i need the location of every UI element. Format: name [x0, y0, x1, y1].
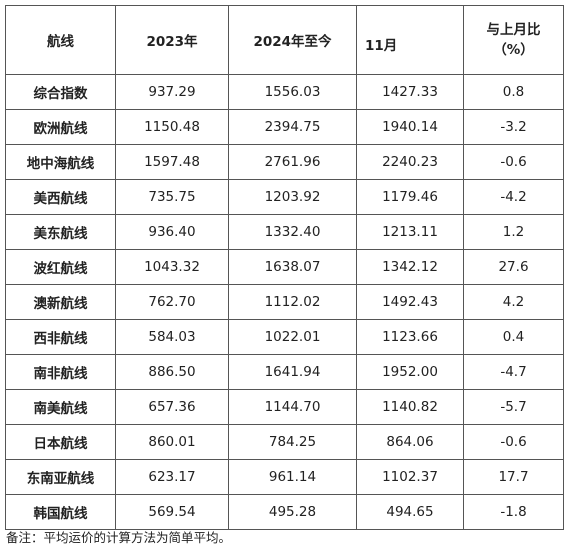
cell-change: -3.2 [463, 109, 564, 145]
header-route: 航线 [5, 5, 116, 75]
cell-change: 27.6 [463, 249, 564, 285]
cell-route: 南美航线 [5, 389, 116, 425]
table-row: 南美航线 657.36 1144.70 1140.82 -5.7 [5, 389, 564, 425]
table-row: 美西航线 735.75 1203.92 1179.46 -4.2 [5, 179, 564, 215]
cell-change: 0.8 [463, 74, 564, 110]
cell-change: 17.7 [463, 459, 564, 495]
cell-month: 1213.11 [356, 214, 464, 250]
cell-month: 494.65 [356, 494, 464, 530]
header-2024-ytd: 2024年至今 [228, 5, 357, 75]
cell-route: 地中海航线 [5, 144, 116, 180]
cell-2024-ytd: 1144.70 [228, 389, 357, 425]
table-row: 南非航线 886.50 1641.94 1952.00 -4.7 [5, 354, 564, 390]
cell-month: 1123.66 [356, 319, 464, 355]
cell-route: 日本航线 [5, 424, 116, 460]
cell-2024-ytd: 1203.92 [228, 179, 357, 215]
cell-change: -4.2 [463, 179, 564, 215]
cell-month: 1179.46 [356, 179, 464, 215]
cell-change: -4.7 [463, 354, 564, 390]
cell-2023: 762.70 [115, 284, 229, 320]
cell-2023: 936.40 [115, 214, 229, 250]
cell-2024-ytd: 495.28 [228, 494, 357, 530]
cell-month: 864.06 [356, 424, 464, 460]
cell-month: 1140.82 [356, 389, 464, 425]
cell-route: 韩国航线 [5, 494, 116, 530]
cell-2024-ytd: 1638.07 [228, 249, 357, 285]
cell-2023: 584.03 [115, 319, 229, 355]
cell-month: 2240.23 [356, 144, 464, 180]
cell-2023: 657.36 [115, 389, 229, 425]
cell-month: 1940.14 [356, 109, 464, 145]
cell-route: 综合指数 [5, 74, 116, 110]
table-row: 地中海航线 1597.48 2761.96 2240.23 -0.6 [5, 144, 564, 180]
cell-2023: 1597.48 [115, 144, 229, 180]
table-row: 日本航线 860.01 784.25 864.06 -0.6 [5, 424, 564, 460]
cell-2024-ytd: 1641.94 [228, 354, 357, 390]
cell-2024-ytd: 1556.03 [228, 74, 357, 110]
cell-2024-ytd: 784.25 [228, 424, 357, 460]
cell-route: 西非航线 [5, 319, 116, 355]
cell-2024-ytd: 1112.02 [228, 284, 357, 320]
cell-2023: 623.17 [115, 459, 229, 495]
cell-route: 南非航线 [5, 354, 116, 390]
cell-2023: 1150.48 [115, 109, 229, 145]
table-row: 欧洲航线 1150.48 2394.75 1940.14 -3.2 [5, 109, 564, 145]
header-change-line1: 与上月比 [486, 22, 541, 38]
cell-month: 1427.33 [356, 74, 464, 110]
freight-index-table: 航线 2023年 2024年至今 11月 与上月比 （%） 综合指数 937.29… [5, 5, 564, 530]
cell-route: 东南亚航线 [5, 459, 116, 495]
table-row: 澳新航线 762.70 1112.02 1492.43 4.2 [5, 284, 564, 320]
cell-2023: 886.50 [115, 354, 229, 390]
cell-2024-ytd: 1332.40 [228, 214, 357, 250]
cell-change: -1.8 [463, 494, 564, 530]
cell-2023: 860.01 [115, 424, 229, 460]
table-row: 东南亚航线 623.17 961.14 1102.37 17.7 [5, 459, 564, 495]
cell-route: 澳新航线 [5, 284, 116, 320]
cell-2023: 937.29 [115, 74, 229, 110]
cell-2023: 569.54 [115, 494, 229, 530]
cell-route: 欧洲航线 [5, 109, 116, 145]
cell-change: -0.6 [463, 144, 564, 180]
footnote: 备注：平均运价的计算方法为简单平均。 [6, 530, 232, 545]
table-row: 西非航线 584.03 1022.01 1123.66 0.4 [5, 319, 564, 355]
cell-change: -5.7 [463, 389, 564, 425]
cell-2023: 735.75 [115, 179, 229, 215]
cell-month: 1102.37 [356, 459, 464, 495]
header-2023: 2023年 [115, 5, 229, 75]
cell-route: 美西航线 [5, 179, 116, 215]
cell-2024-ytd: 1022.01 [228, 319, 357, 355]
cell-route: 美东航线 [5, 214, 116, 250]
cell-month: 1342.12 [356, 249, 464, 285]
cell-2023: 1043.32 [115, 249, 229, 285]
cell-month: 1952.00 [356, 354, 464, 390]
table-row: 波红航线 1043.32 1638.07 1342.12 27.6 [5, 249, 564, 285]
cell-change: 0.4 [463, 319, 564, 355]
cell-change: -0.6 [463, 424, 564, 460]
header-month: 11月 [356, 5, 464, 75]
cell-2024-ytd: 2394.75 [228, 109, 357, 145]
cell-2024-ytd: 2761.96 [228, 144, 357, 180]
header-change: 与上月比 （%） [463, 5, 564, 75]
cell-change: 4.2 [463, 284, 564, 320]
table-row: 美东航线 936.40 1332.40 1213.11 1.2 [5, 214, 564, 250]
table-row: 韩国航线 569.54 495.28 494.65 -1.8 [5, 494, 564, 530]
cell-change: 1.2 [463, 214, 564, 250]
header-change-line2: （%） [493, 42, 534, 58]
table-header-row: 航线 2023年 2024年至今 11月 与上月比 （%） [5, 5, 564, 75]
cell-month: 1492.43 [356, 284, 464, 320]
cell-route: 波红航线 [5, 249, 116, 285]
table-row: 综合指数 937.29 1556.03 1427.33 0.8 [5, 74, 564, 110]
cell-2024-ytd: 961.14 [228, 459, 357, 495]
